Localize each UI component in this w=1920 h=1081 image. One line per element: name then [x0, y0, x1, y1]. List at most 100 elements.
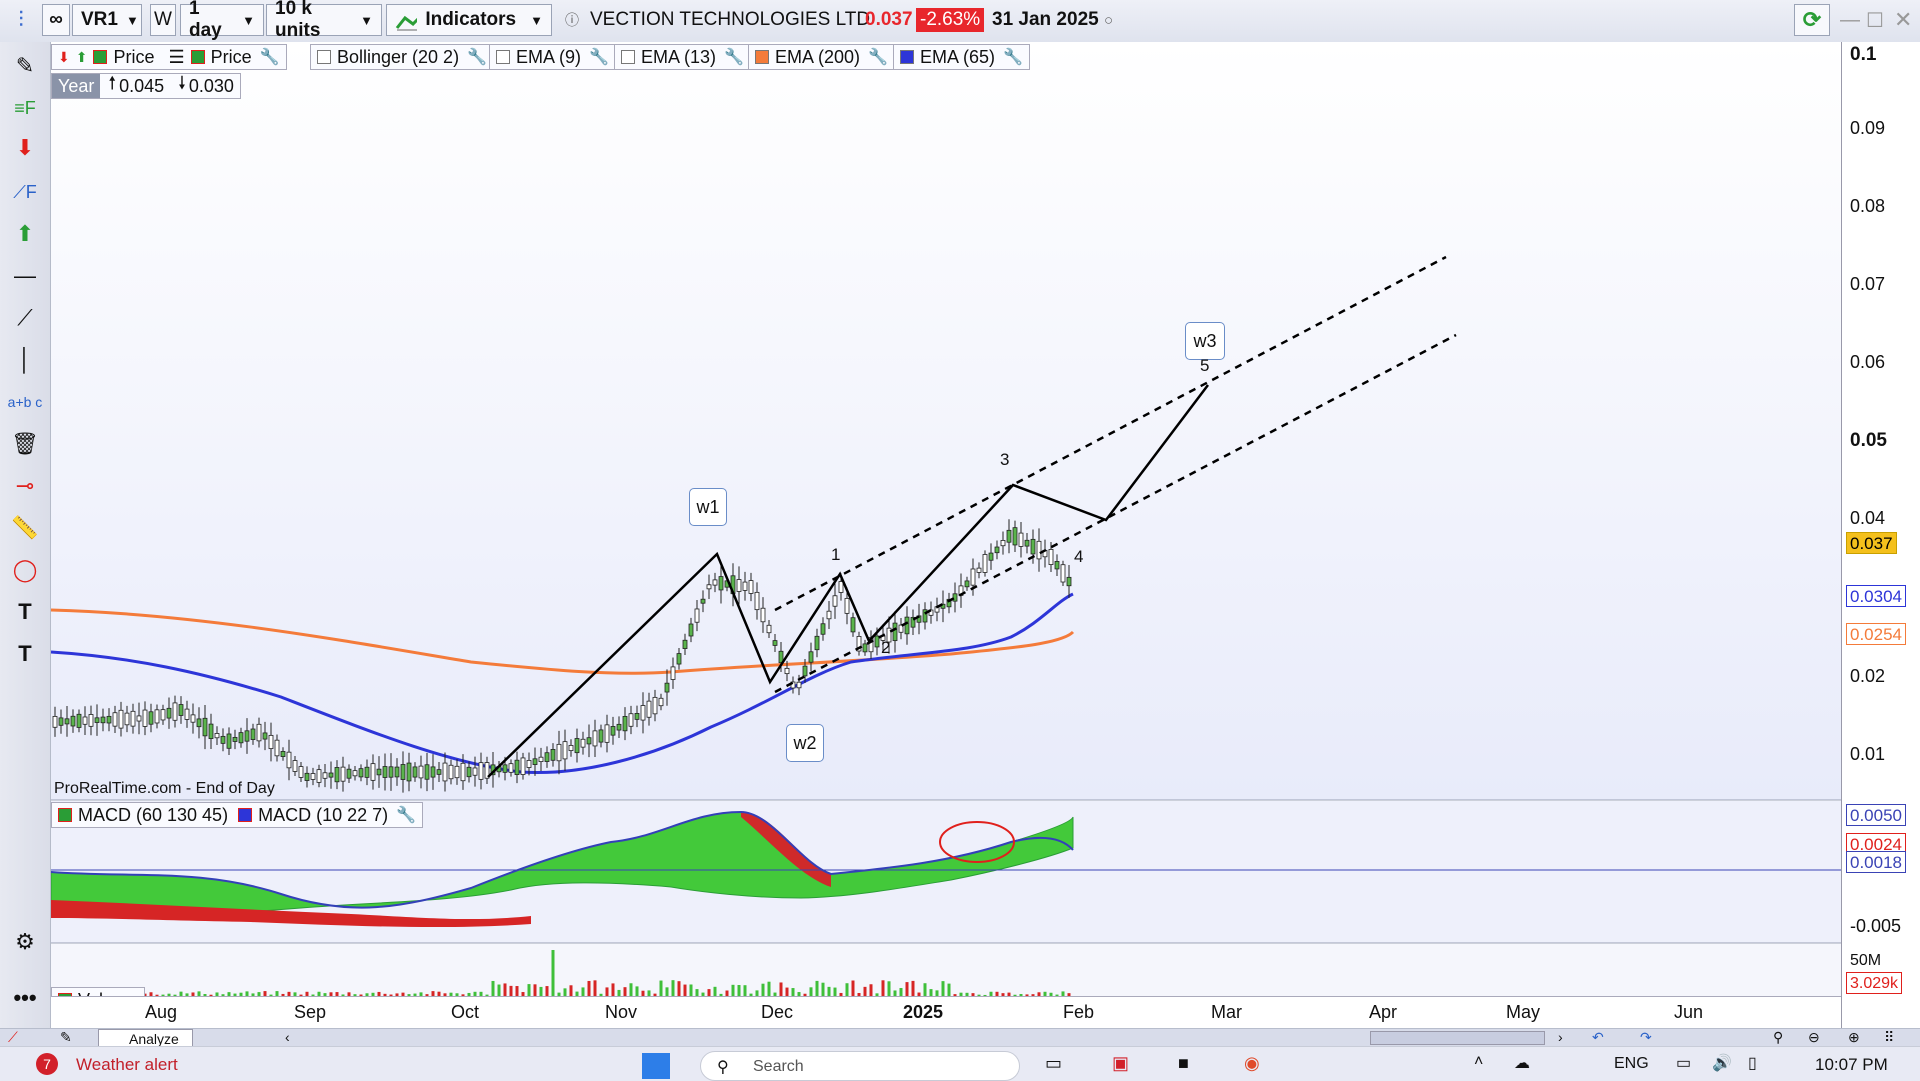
zoom-in-icon[interactable]: ⊕: [1848, 1029, 1860, 1045]
wrench-icon[interactable]: 🔧: [467, 49, 487, 66]
battery-icon[interactable]: ▯: [1748, 1055, 1757, 1072]
arrow-down-icon[interactable]: ⬇: [58, 48, 70, 65]
window-button[interactable]: W: [150, 4, 176, 36]
wrench-icon[interactable]: 🔧: [259, 49, 280, 66]
undo-icon[interactable]: ↶: [1592, 1029, 1604, 1045]
wrench-icon[interactable]: 🔧: [396, 807, 417, 824]
indicators-button[interactable]: Indicators ▼: [386, 4, 552, 36]
scroll-left-icon[interactable]: ‹: [285, 1029, 290, 1045]
chrome-icon[interactable]: ◉: [1244, 1053, 1260, 1073]
macd-swatch-2: [238, 808, 253, 822]
vertical-line-icon[interactable]: │: [18, 347, 32, 372]
network-icon[interactable]: ▭: [1676, 1055, 1692, 1072]
pencil-icon[interactable]: ✎: [15, 53, 35, 78]
units-selector[interactable]: 10 k units ▼: [266, 0, 382, 41]
close-icon[interactable]: ✕: [1894, 7, 1913, 32]
price-axis[interactable]: 0.1 0.09 0.08 0.07 0.06 0.05 0.04 0.02 0…: [1841, 42, 1920, 1028]
ema13-legend[interactable]: EMA (13) 🔧: [614, 44, 751, 70]
app-icon[interactable]: ▣: [1112, 1053, 1130, 1073]
symbol-selector[interactable]: VR1 ▼: [72, 4, 142, 36]
candle-body: [118, 709, 124, 729]
volume-bar: [155, 994, 159, 996]
chevron-down-icon: ▼: [125, 12, 139, 28]
chart-area[interactable]: ⬇ ⬆ Price ☰ Price 🔧 Bollinger (20 2) 🔧 E…: [51, 42, 1841, 1028]
alerts-icon[interactable]: ⚙: [15, 929, 35, 954]
timeframe-selector[interactable]: 1 day ▼: [180, 0, 264, 41]
list-icon[interactable]: ☰: [168, 46, 185, 67]
wave-label-icon[interactable]: a+b c: [7, 394, 43, 410]
wave-label-w1[interactable]: w1: [689, 488, 727, 526]
volume-bar: [641, 990, 645, 996]
cloud-icon[interactable]: ☁: [1514, 1055, 1530, 1072]
link-icon[interactable]: ∞: [42, 4, 70, 36]
quote-date: 31 Jan 2025: [992, 9, 1099, 30]
chevron-down-icon: ▼: [360, 12, 373, 28]
price-chart-canvas[interactable]: [51, 42, 1841, 1028]
more-tools-icon[interactable]: •••: [13, 985, 37, 1010]
language-indicator[interactable]: ENG: [1614, 1055, 1649, 1072]
ellipse-icon[interactable]: ◯: [12, 557, 38, 582]
wrench-icon[interactable]: 🔧: [724, 49, 744, 66]
chart-strip-icon[interactable]: ⟋: [8, 1029, 18, 1045]
volume-icon[interactable]: 🔊: [1712, 1055, 1732, 1072]
volume-bars: [53, 950, 1071, 996]
candle-body: [406, 762, 412, 782]
redo-icon[interactable]: ↷: [1640, 1029, 1652, 1045]
date-axis[interactable]: Aug Sep Oct Nov Dec 2025 Feb Mar Apr May…: [51, 996, 1841, 1029]
minimize-icon[interactable]: —: [1840, 8, 1860, 31]
volume-bar: [317, 991, 321, 996]
text-icon[interactable]: T: [18, 599, 32, 624]
file-explorer-icon[interactable]: ▭: [1045, 1053, 1063, 1073]
ema9-legend[interactable]: EMA (9) 🔧: [489, 44, 616, 70]
scrollbar-thumb[interactable]: [1370, 1031, 1545, 1045]
wrench-icon[interactable]: 🔧: [589, 49, 609, 66]
volume-bar: [533, 984, 537, 996]
chart-type-icon[interactable]: ⫶: [18, 7, 24, 32]
taskbar-search[interactable]: ⚲ Search: [700, 1051, 1020, 1081]
info-icon[interactable]: ⓘ: [565, 12, 579, 28]
windows-start-icon[interactable]: [642, 1053, 670, 1079]
ema65-legend[interactable]: EMA (65) 🔧: [893, 44, 1030, 70]
macd-legend[interactable]: MACD (60 130 45) MACD (10 22 7) 🔧: [51, 802, 424, 828]
candle-body: [454, 765, 460, 779]
sell-arrow-icon[interactable]: ⬇: [15, 135, 35, 160]
volume-bar: [947, 983, 951, 996]
wave-label-w2[interactable]: w2: [786, 724, 824, 762]
volume-bar: [809, 987, 813, 996]
zoom-out-icon[interactable]: ⊖: [1808, 1029, 1820, 1045]
wave-label-w3[interactable]: w3: [1185, 322, 1225, 360]
text-box-icon[interactable]: T: [18, 641, 32, 666]
draw-strip-icon[interactable]: ✎: [60, 1029, 72, 1045]
trash-icon[interactable]: 🗑: [11, 431, 39, 456]
bollinger-legend[interactable]: Bollinger (20 2) 🔧: [310, 44, 494, 70]
candle-body: [682, 639, 688, 649]
candle-body: [472, 767, 478, 776]
arrow-up-icon[interactable]: ⬆: [75, 48, 88, 65]
fib-fan-icon[interactable]: ⟋F: [13, 181, 37, 202]
horizontal-line-icon[interactable]: —: [14, 263, 36, 288]
refresh-icon[interactable]: ⟳: [1794, 4, 1830, 36]
wrench-icon[interactable]: 🔧: [1003, 49, 1023, 66]
volume-bar: [959, 992, 963, 996]
chevron-up-icon[interactable]: ˄: [1474, 1053, 1484, 1070]
weather-alert[interactable]: Weather alert: [76, 1055, 178, 1074]
volume-bar: [407, 994, 411, 996]
zoom-icon[interactable]: ⚲: [1773, 1029, 1784, 1045]
wrench-icon[interactable]: 🔧: [868, 49, 888, 66]
segment-icon[interactable]: ⊸: [15, 473, 35, 498]
candle-body: [922, 609, 928, 623]
ema13-label: EMA (13): [641, 46, 717, 67]
fibonacci-icon[interactable]: ≡F: [14, 97, 36, 118]
search-icon: ⚲: [717, 1059, 729, 1076]
terminal-icon[interactable]: ■: [1178, 1053, 1189, 1073]
volume-bar: [851, 980, 855, 996]
analyze-tab[interactable]: Analyze: [98, 1029, 193, 1047]
search-placeholder: Search: [753, 1058, 804, 1075]
scroll-right-icon[interactable]: ›: [1558, 1029, 1563, 1045]
maximize-icon[interactable]: ☐: [1866, 9, 1884, 32]
grid-icon[interactable]: ⠿: [1884, 1029, 1895, 1045]
ruler-icon[interactable]: 📏: [11, 515, 39, 540]
trendline-icon[interactable]: ⟋: [17, 305, 33, 330]
ema200-legend[interactable]: EMA (200) 🔧: [748, 44, 895, 70]
buy-arrow-icon[interactable]: ⬆: [15, 221, 35, 246]
